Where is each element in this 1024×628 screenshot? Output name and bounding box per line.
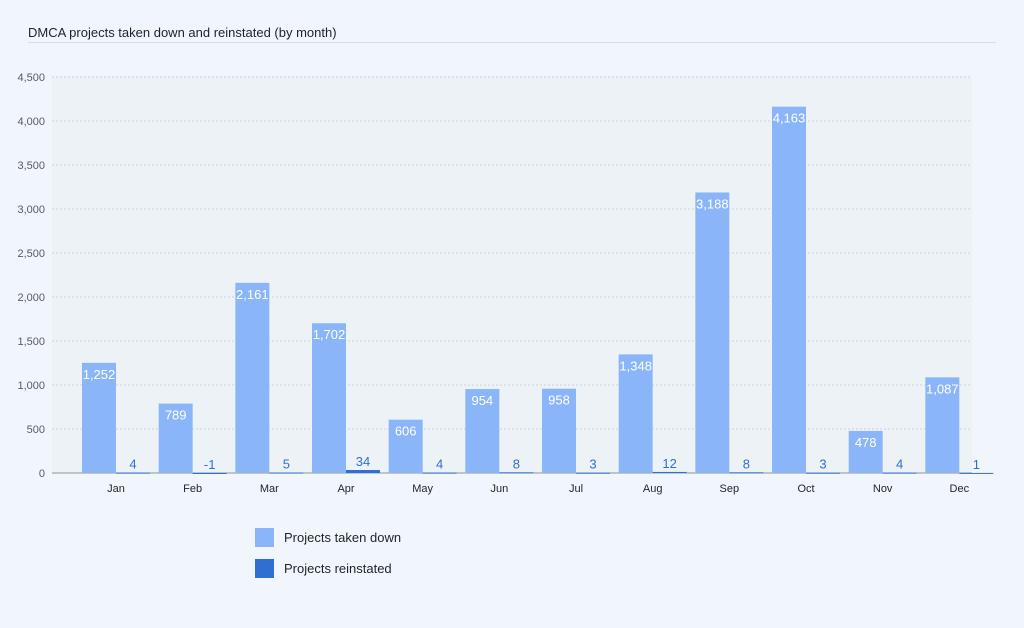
data-label-taken-down: 1,702 [313,327,346,342]
bar-taken-down[interactable] [695,192,730,473]
data-label-reinstated: 5 [283,457,290,472]
plot-area [52,77,972,473]
title-divider [28,42,996,43]
bar-taken-down[interactable] [542,388,576,473]
x-tick-label: Mar [260,483,279,495]
legend-swatch-taken-down [255,527,274,547]
bar-taken-down[interactable] [848,430,883,473]
bar-reinstated[interactable] [192,473,227,474]
y-tick-label: 3,500 [17,160,45,172]
y-tick-label: 3,000 [17,204,45,216]
data-label-taken-down: 2,161 [236,287,269,302]
bar-taken-down[interactable] [465,389,500,473]
data-label-reinstated: 12 [662,456,676,471]
bar-taken-down[interactable] [618,354,653,473]
data-label-reinstated: 4 [896,457,903,472]
y-tick-label: 1,500 [17,336,45,348]
data-label-taken-down: 4,163 [773,111,806,126]
data-label-taken-down: 1,252 [83,367,116,382]
data-label-taken-down: 1,348 [619,358,652,373]
data-label-taken-down: 3,188 [696,196,729,211]
data-label-reinstated: 8 [513,456,520,471]
bar-taken-down[interactable] [388,419,423,473]
data-label-reinstated: 1 [973,457,980,472]
legend-item-taken-down[interactable]: Projects taken down [255,527,401,547]
bar-taken-down[interactable] [235,282,270,473]
bar-reinstated[interactable] [422,472,457,474]
y-tick-label: 4,500 [17,72,45,84]
x-tick-label: Feb [183,483,202,495]
x-tick-label: Dec [950,483,970,495]
x-tick-label: Sep [720,483,740,495]
y-tick-label: 1,000 [17,380,45,392]
data-label-taken-down: 958 [548,393,570,408]
legend-swatch-reinstated [255,558,274,578]
y-tick-label: 4,000 [17,116,45,128]
data-label-taken-down: 954 [471,393,493,408]
data-label-reinstated: 3 [819,457,826,472]
chart-legend: Projects taken down Projects reinstated [255,527,401,589]
bar-taken-down[interactable] [312,323,346,473]
y-tick-label: 500 [27,424,45,436]
data-label-reinstated: 4 [436,457,443,472]
bar-reinstated[interactable] [959,472,994,474]
data-label-taken-down: 606 [395,424,417,439]
x-tick-label: Jan [107,483,125,495]
bar-reinstated[interactable] [806,472,840,474]
legend-label-reinstated: Projects reinstated [284,560,392,576]
legend-label-taken-down: Projects taken down [284,529,402,545]
x-tick-label: Jun [490,483,508,495]
bar-reinstated[interactable] [346,470,380,473]
bar-reinstated[interactable] [729,472,764,474]
bar-reinstated[interactable] [269,472,304,474]
bar-reinstated[interactable] [882,472,917,474]
x-tick-label: Apr [337,483,354,495]
x-tick-label: Nov [873,483,893,495]
bar-taken-down[interactable] [772,106,806,473]
y-tick-label: 0 [39,468,45,480]
x-tick-label: May [412,483,433,495]
bar-reinstated[interactable] [499,472,534,474]
data-label-reinstated: 4 [129,457,136,472]
x-tick-label: Oct [797,483,814,495]
chart-title: DMCA projects taken down and reinstated … [28,25,337,40]
data-label-reinstated: 34 [356,454,370,469]
bar-reinstated[interactable] [116,472,150,474]
x-tick-label: Jul [569,483,583,495]
y-tick-label: 2,500 [17,248,45,260]
bar-taken-down[interactable] [82,362,116,473]
y-tick-label: 2,000 [17,292,45,304]
bar-reinstated[interactable] [652,471,687,473]
data-label-reinstated: 3 [589,457,596,472]
data-label-taken-down: 1,087 [926,381,959,396]
data-label-reinstated: 8 [743,456,750,471]
data-label-taken-down: 789 [165,408,187,423]
data-label-reinstated: -1 [204,457,216,472]
bar-taken-down[interactable] [925,377,960,473]
bar-reinstated[interactable] [576,472,610,474]
data-label-taken-down: 478 [855,435,877,450]
bar-taken-down[interactable] [158,403,193,473]
legend-item-reinstated[interactable]: Projects reinstated [255,558,401,578]
x-tick-label: Aug [643,483,663,495]
